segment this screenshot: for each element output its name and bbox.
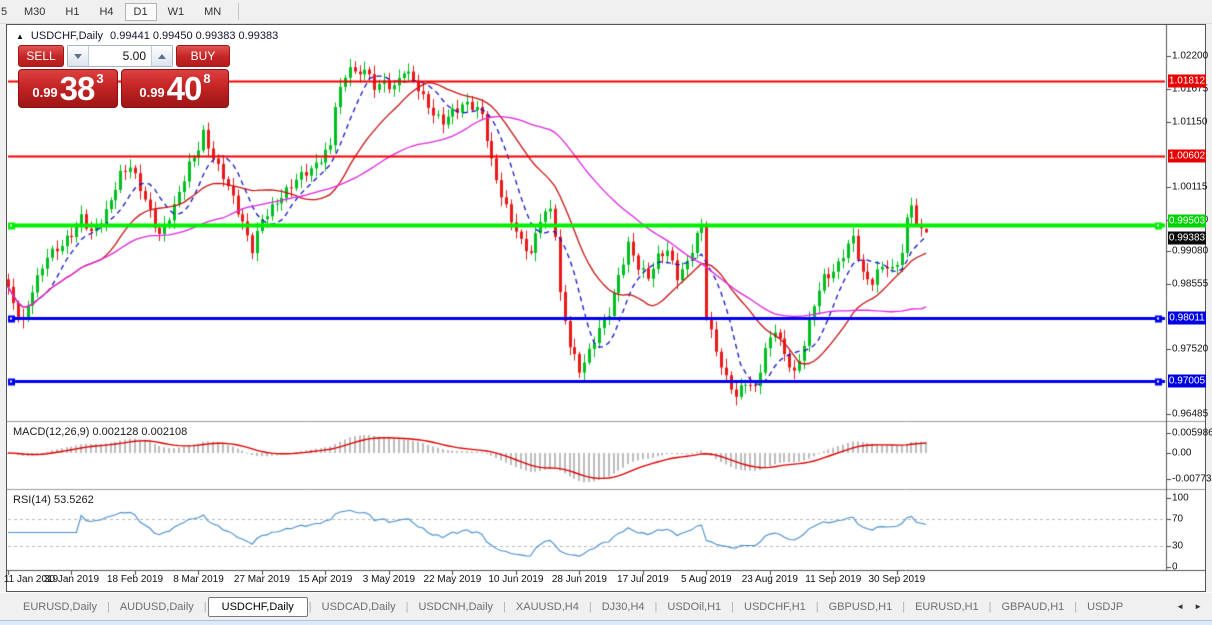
macd-indicator-label: MACD(12,26,9) 0.002128 0.002108 — [13, 426, 188, 438]
rsi-tick-label: 0 — [1172, 561, 1178, 573]
down-arrow-icon — [74, 53, 82, 59]
price-badge: 0.99503 — [1168, 214, 1206, 228]
date-tick-label: 15 Apr 2019 — [298, 574, 353, 585]
chart-symbol-title: USDCHF,Daily — [30, 30, 104, 42]
buy-button[interactable]: BUY — [176, 45, 230, 67]
chart-collapse-icon[interactable]: ▲ — [16, 31, 24, 41]
date-tick-label: 23 Aug 2019 — [741, 574, 798, 585]
chart-tab-audusd-daily[interactable]: AUDUSD,Daily — [119, 600, 194, 613]
toolbar-separator — [238, 3, 240, 20]
tab-separator: | — [731, 600, 735, 613]
price-tick-label: 0.98555 — [1172, 278, 1209, 290]
sell-price-big: 38 — [59, 70, 96, 107]
date-tick-label: 10 Jun 2019 — [488, 574, 544, 585]
chart-tab-eurusd-daily[interactable]: EURUSD,Daily — [23, 600, 97, 613]
timeframe-button-5[interactable]: 5 — [1, 5, 8, 18]
chart-tab-usdchf-daily[interactable]: USDCHF,Daily — [207, 596, 308, 617]
date-tick-label: 11 Sep 2019 — [805, 574, 862, 585]
date-tick-label: 11 Jan 2019 — [3, 574, 59, 585]
sell-price-prefix: 0.99 — [32, 85, 58, 100]
tab-separator: | — [106, 600, 110, 613]
price-tick-label: 1.02200 — [1172, 50, 1209, 62]
macd-tick-label: 0.00 — [1172, 447, 1192, 459]
chart-tab-usdcad-daily[interactable]: USDCAD,Daily — [321, 600, 396, 613]
rsi-indicator-label: RSI(14) 53.5262 — [13, 494, 94, 506]
buy-price-sup: 8 — [203, 71, 211, 86]
timeframe-toolbar: 5 M30 H1 H4 D1 W1 MN — [0, 0, 1212, 24]
tab-separator: | — [503, 600, 506, 613]
price-badge: 0.99383 — [1168, 231, 1206, 244]
tab-scroll-left-icon[interactable]: ◄ — [1176, 602, 1185, 611]
price-tick-label: 0.97520 — [1172, 343, 1209, 355]
sell-price-sup: 3 — [96, 71, 104, 86]
chart-tab-bar: EURUSD,Daily | AUDUSD,Daily | USDCHF,Daily | U… — [0, 592, 1212, 620]
price-badge: 1.01812 — [1168, 74, 1206, 88]
date-tick-label: 17 Jul 2019 — [617, 574, 669, 585]
volume-decrease-button[interactable] — [68, 46, 89, 66]
date-tick-label: 30 Jan 2019 — [43, 574, 100, 585]
price-tick-label: 0.96485 — [1172, 408, 1209, 420]
status-bar — [0, 620, 1212, 625]
date-tick-label: 8 Mar 2019 — [173, 574, 224, 585]
chart-tab-usdoil-h1[interactable]: USDOil,H1 — [667, 600, 722, 613]
price-tick-label: 1.00115 — [1172, 181, 1208, 193]
chart-tab-usdjp[interactable]: USDJP — [1087, 600, 1124, 613]
buy-price-prefix: 0.99 — [139, 85, 165, 100]
chart-tab-gbpusd-h1[interactable]: GBPUSD,H1 — [828, 600, 893, 613]
timeframe-button-d1[interactable]: D1 — [124, 2, 157, 21]
chart-tab-xauusd-h4[interactable]: XAUUSD,H4 — [515, 600, 579, 613]
volume-input[interactable]: 5.00 — [89, 46, 151, 66]
tab-separator: | — [405, 600, 409, 613]
tab-separator: | — [654, 600, 658, 613]
chart-tab-usdchf-h1[interactable]: USDCHF,H1 — [744, 600, 806, 613]
timeframe-button-m30[interactable]: M30 — [24, 5, 46, 18]
volume-increase-button[interactable] — [151, 46, 172, 66]
date-tick-label: 28 Jun 2019 — [551, 574, 607, 585]
up-arrow-icon — [158, 53, 166, 59]
chart-tab-dj30-h4[interactable]: DJ30,H4 — [601, 600, 645, 613]
date-tick-label: 5 Aug 2019 — [680, 574, 732, 585]
date-tick-label: 30 Sep 2019 — [868, 574, 926, 585]
timeframe-button-w1[interactable]: W1 — [167, 5, 185, 18]
price-tick-label: 1.01150 — [1172, 116, 1208, 128]
chart-ohlc-values: 0.99441 0.99450 0.99383 0.99383 — [110, 30, 279, 42]
timeframe-button-h4[interactable]: H4 — [99, 5, 114, 18]
buy-price-box[interactable]: 0.99 40 8 — [121, 69, 229, 108]
chart-title-row: ▲ USDCHF,Daily 0.99441 0.99450 0.99383 0… — [16, 30, 278, 42]
price-badge: 0.98011 — [1168, 311, 1206, 325]
timeframe-button-h1[interactable]: H1 — [65, 5, 80, 18]
tab-separator: | — [902, 600, 906, 613]
rsi-tick-label: 70 — [1172, 513, 1184, 525]
price-tick-label: 0.99080 — [1172, 245, 1209, 257]
one-click-trade-panel: SELL 5.00 BUY 0.99 38 3 0.99 40 8 — [18, 45, 230, 108]
sell-button[interactable]: SELL — [18, 45, 64, 67]
tab-scroll-right-icon[interactable]: ► — [1194, 602, 1202, 611]
rsi-tick-label: 100 — [1172, 492, 1189, 504]
date-tick-label: 3 May 2019 — [362, 574, 416, 585]
tab-separator: | — [1074, 600, 1078, 613]
date-tick-label: 27 Mar 2019 — [233, 574, 290, 585]
macd-tick-label: -0.007737 — [1172, 473, 1212, 484]
chart-tab-usdcnh-daily[interactable]: USDCNH,Daily — [418, 600, 494, 613]
date-tick-label: 22 May 2019 — [423, 574, 482, 585]
price-badge: 1.00602 — [1168, 149, 1206, 163]
chart-window: ▲ USDCHF,Daily 0.99441 0.99450 0.99383 0… — [3, 24, 1212, 592]
chart-tab-eurusd-h1[interactable]: EURUSD,H1 — [915, 600, 979, 613]
tab-separator: | — [588, 600, 592, 613]
tab-separator: | — [203, 600, 207, 613]
chart-tab-gbpaud-h1[interactable]: GBPAUD,H1 — [1001, 600, 1065, 613]
volume-spinner: 5.00 — [67, 45, 173, 67]
tab-separator: | — [988, 600, 992, 613]
macd-tick-label: 0.005986 — [1172, 427, 1212, 439]
sell-price-box[interactable]: 0.99 38 3 — [18, 69, 118, 108]
buy-price-big: 40 — [166, 70, 203, 107]
price-badge: 0.97005 — [1168, 374, 1206, 388]
price-tick-label: 1.01675 — [1172, 83, 1209, 95]
rsi-tick-label: 30 — [1172, 540, 1184, 552]
tab-separator: | — [815, 600, 819, 613]
timeframe-button-mn[interactable]: MN — [204, 5, 222, 18]
price-chart-canvas[interactable] — [7, 25, 1205, 591]
date-tick-label: 18 Feb 2019 — [106, 574, 164, 585]
tab-separator: | — [308, 600, 312, 613]
